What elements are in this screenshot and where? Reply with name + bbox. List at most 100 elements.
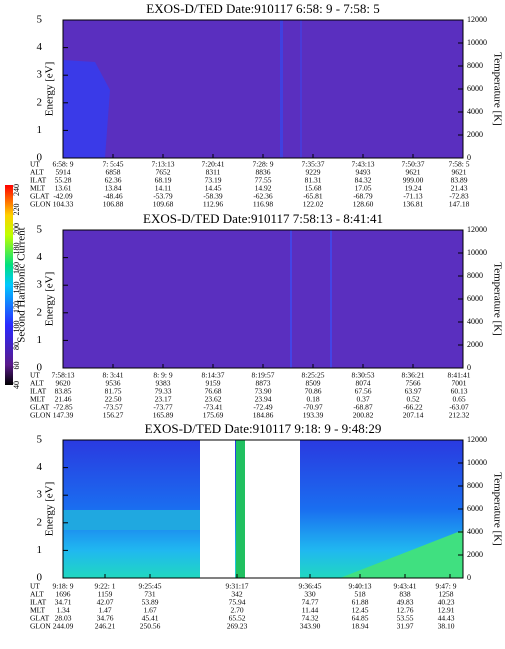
ephemeris-value: 7:13:13 — [152, 160, 175, 169]
ephemeris-value: 67.56 — [355, 387, 372, 396]
ephemeris-value: 8:14:37 — [202, 371, 225, 380]
ephemeris-value: 8873 — [256, 379, 271, 388]
ephemeris-value: 13.61 — [55, 184, 72, 193]
ephemeris-value: 44.43 — [438, 614, 455, 623]
ephemeris-value: 246.21 — [95, 622, 116, 631]
ephemeris-value: 21.43 — [451, 184, 468, 193]
y2-tick-label: 2000 — [467, 340, 483, 349]
y-tick-label: 5 — [37, 14, 43, 26]
y2-tick-label: 10000 — [467, 38, 487, 47]
ephemeris-value: 7:28: 9 — [252, 160, 273, 169]
ephemeris-value: 17.05 — [355, 184, 372, 193]
colorbar — [5, 185, 13, 385]
ephemeris-value: 7:20:41 — [202, 160, 225, 169]
ephemeris-value: 250.56 — [140, 622, 161, 631]
ephemeris-value: 244.09 — [53, 622, 74, 631]
ephemeris-value: 53.55 — [397, 614, 414, 623]
ephemeris-value: 65.52 — [229, 614, 246, 623]
ephemeris-value: 0.18 — [306, 395, 319, 404]
y2-tick-label: 8000 — [467, 61, 483, 70]
ephemeris-value: 21.46 — [55, 395, 72, 404]
ephemeris-value: 75.94 — [229, 598, 246, 607]
ephemeris-value: 9:43:41 — [394, 582, 417, 591]
ephemeris-value: 62.36 — [105, 176, 122, 185]
ephemeris-value: 8311 — [206, 168, 221, 177]
y-tick-label: 2 — [37, 306, 43, 318]
ephemeris-value: 106.88 — [103, 200, 124, 209]
ephemeris-value: 212.32 — [449, 411, 470, 420]
colorbar-tick-label: 200 — [12, 223, 21, 235]
ephemeris-value: 7: 5:45 — [102, 160, 123, 169]
y2-tick-label: 4000 — [467, 107, 483, 116]
ephemeris-value: 77.55 — [255, 176, 272, 185]
ephemeris-value: 7652 — [156, 168, 171, 177]
ephemeris-value: 9:25:45 — [139, 582, 162, 591]
ephemeris-value: 9159 — [206, 379, 221, 388]
panel-title: EXOS-D/TED Date:910117 7:58:13 - 8:41:41 — [143, 211, 383, 226]
ephemeris-value: 8:25:25 — [302, 371, 325, 380]
ephemeris-value: 0.52 — [406, 395, 419, 404]
y-axis-label: Energy [eV] — [44, 482, 56, 536]
ephemeris-value: 193.39 — [303, 411, 324, 420]
ephemeris-value: 31.97 — [397, 622, 414, 631]
ephemeris-label: ILAT — [30, 598, 47, 607]
ephemeris-value: -73.57 — [103, 403, 123, 412]
colorbar-tick-label: 40 — [12, 381, 21, 389]
ephemeris-value: 9:40:13 — [349, 582, 372, 591]
colorbar-tick-label: 220 — [12, 204, 21, 216]
ephemeris-value: -72.83 — [449, 192, 469, 201]
y-axis-label: Energy [eV] — [44, 62, 56, 116]
ephemeris-value: 79.33 — [155, 387, 172, 396]
y2-tick-label: 6000 — [467, 84, 483, 93]
ephemeris-value: 147.18 — [449, 200, 470, 209]
ephemeris-value: 9:31:17 — [226, 582, 249, 591]
ephemeris-value: -62.36 — [253, 192, 273, 201]
ephemeris-value: 207.14 — [403, 411, 424, 420]
ephemeris-value: 342 — [231, 590, 243, 599]
panel-title: EXOS-D/TED Date:910117 6:58: 9 - 7:58: 5 — [146, 1, 380, 16]
ephemeris-value: 1258 — [439, 590, 454, 599]
ephemeris-value: 34.71 — [55, 598, 72, 607]
colorbar-tick-label: 180 — [12, 243, 21, 255]
y2-tick-label: 4000 — [467, 527, 483, 536]
ephemeris-value: 13.84 — [105, 184, 122, 193]
ephemeris-label: GLON — [30, 411, 51, 420]
y-tick-label: 3 — [37, 489, 43, 501]
ephemeris-label: MLT — [30, 606, 46, 615]
ephemeris-value: -73.77 — [153, 403, 173, 412]
ephemeris-value: 12.45 — [352, 606, 369, 615]
ephemeris-value: -68.79 — [353, 192, 373, 201]
ephemeris-value: 8074 — [356, 379, 371, 388]
ephemeris-value: 64.85 — [352, 614, 369, 623]
ephemeris-value: 23.62 — [205, 395, 222, 404]
ephemeris-value: 999.00 — [403, 176, 424, 185]
ephemeris-value: 104.33 — [53, 200, 74, 209]
ephemeris-value: 200.82 — [353, 411, 374, 420]
ephemeris-label: GLAT — [30, 403, 50, 412]
ephemeris-label: ILAT — [30, 176, 47, 185]
ephemeris-value: 28.03 — [55, 614, 72, 623]
ephemeris-label: ILAT — [30, 387, 47, 396]
ephemeris-value: 55.28 — [55, 176, 72, 185]
y-tick-label: 5 — [37, 434, 43, 446]
y-tick-label: 1 — [37, 544, 43, 556]
ephemeris-value: 9621 — [452, 168, 467, 177]
ephemeris-value: 8:36:21 — [402, 371, 425, 380]
ephemeris-value: 45.41 — [142, 614, 159, 623]
y-tick-label: 0 — [37, 362, 43, 374]
y-tick-label: 0 — [37, 572, 43, 584]
y-tick-label: 4 — [37, 251, 43, 263]
ephemeris-value: 330 — [304, 590, 316, 599]
y-tick-label: 5 — [37, 224, 43, 236]
y2-tick-label: 2000 — [467, 130, 483, 139]
ephemeris-value: 109.68 — [153, 200, 174, 209]
y2-tick-label: 2000 — [467, 550, 483, 559]
ephemeris-label: GLON — [30, 200, 51, 209]
ephemeris-value: 81.31 — [305, 176, 322, 185]
ephemeris-value: 1696 — [56, 590, 71, 599]
y2-tick-label: 0 — [467, 153, 471, 162]
y-tick-label: 3 — [37, 69, 43, 81]
ephemeris-value: 1159 — [98, 590, 113, 599]
ephemeris-value: 9620 — [56, 379, 71, 388]
